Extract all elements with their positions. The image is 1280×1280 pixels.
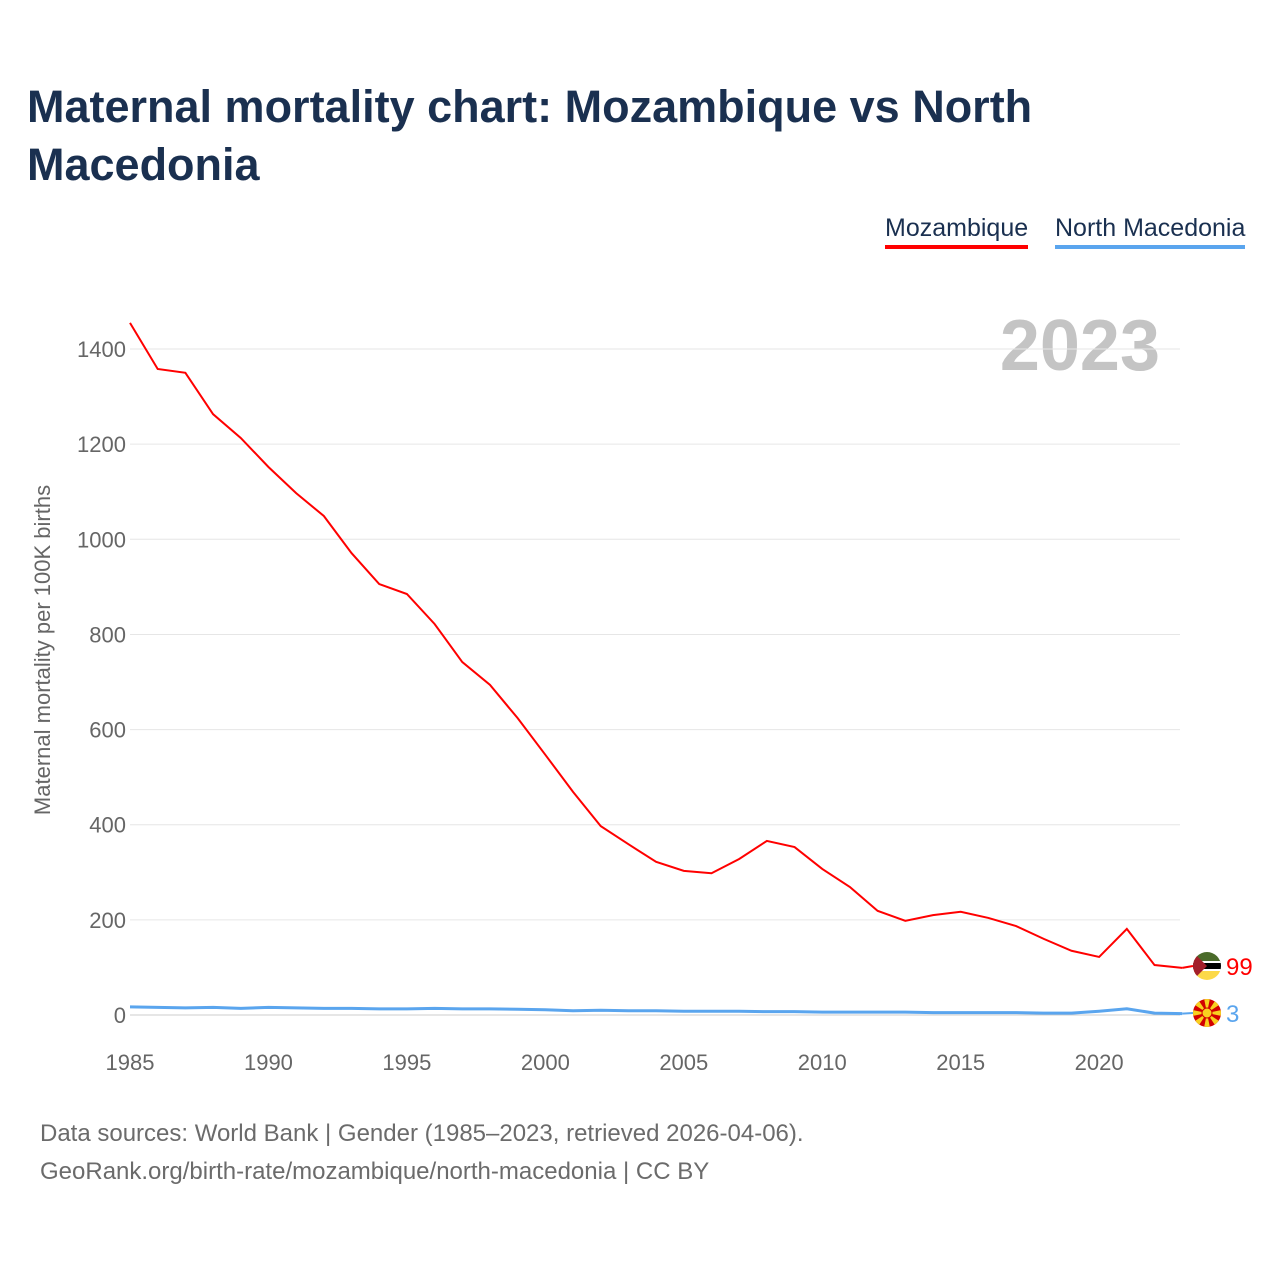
- x-tick-label: 2010: [798, 1050, 847, 1075]
- mozambique-flag-icon: [1193, 952, 1221, 980]
- x-tick-label: 1995: [382, 1050, 431, 1075]
- x-tick-label: 2005: [659, 1050, 708, 1075]
- y-tick-label: 0: [114, 1003, 126, 1028]
- north-macedonia-flag-icon: [1193, 999, 1221, 1027]
- x-tick-label: 2015: [936, 1050, 985, 1075]
- x-tick-label: 1985: [106, 1050, 155, 1075]
- end-value-label: 99: [1226, 954, 1253, 981]
- x-tick-label: 1990: [244, 1050, 293, 1075]
- x-tick-label: 2000: [521, 1050, 570, 1075]
- legend-north-macedonia[interactable]: North Macedonia: [1055, 214, 1246, 249]
- end-connector: [1182, 1012, 1194, 1015]
- y-tick-label: 600: [89, 718, 126, 743]
- end-connector: [1182, 965, 1194, 969]
- y-tick-label: 1200: [77, 432, 126, 457]
- y-axis-label: Maternal mortality per 100K births: [30, 485, 55, 815]
- y-tick-label: 400: [89, 813, 126, 838]
- y-tick-label: 800: [89, 622, 126, 647]
- y-tick-label: 1400: [77, 337, 126, 362]
- source-line-1: Data sources: World Bank | Gender (1985–…: [40, 1120, 804, 1147]
- x-tick-label: 2020: [1075, 1050, 1124, 1075]
- series-line-north-macedonia: [129, 1005, 1183, 1016]
- source-line-2[interactable]: GeoRank.org/birth-rate/mozambique/north-…: [40, 1158, 710, 1185]
- series-line-mozambique: [129, 322, 1183, 969]
- y-tick-label: 1000: [77, 527, 126, 552]
- chart-title: Maternal mortality chart: Mozambique vs …: [27, 81, 1033, 190]
- year-watermark: 2023: [1000, 306, 1160, 386]
- y-tick-label: 200: [89, 908, 126, 933]
- legend-mozambique[interactable]: Mozambique: [885, 214, 1029, 249]
- end-value-label: 3: [1226, 1001, 1239, 1028]
